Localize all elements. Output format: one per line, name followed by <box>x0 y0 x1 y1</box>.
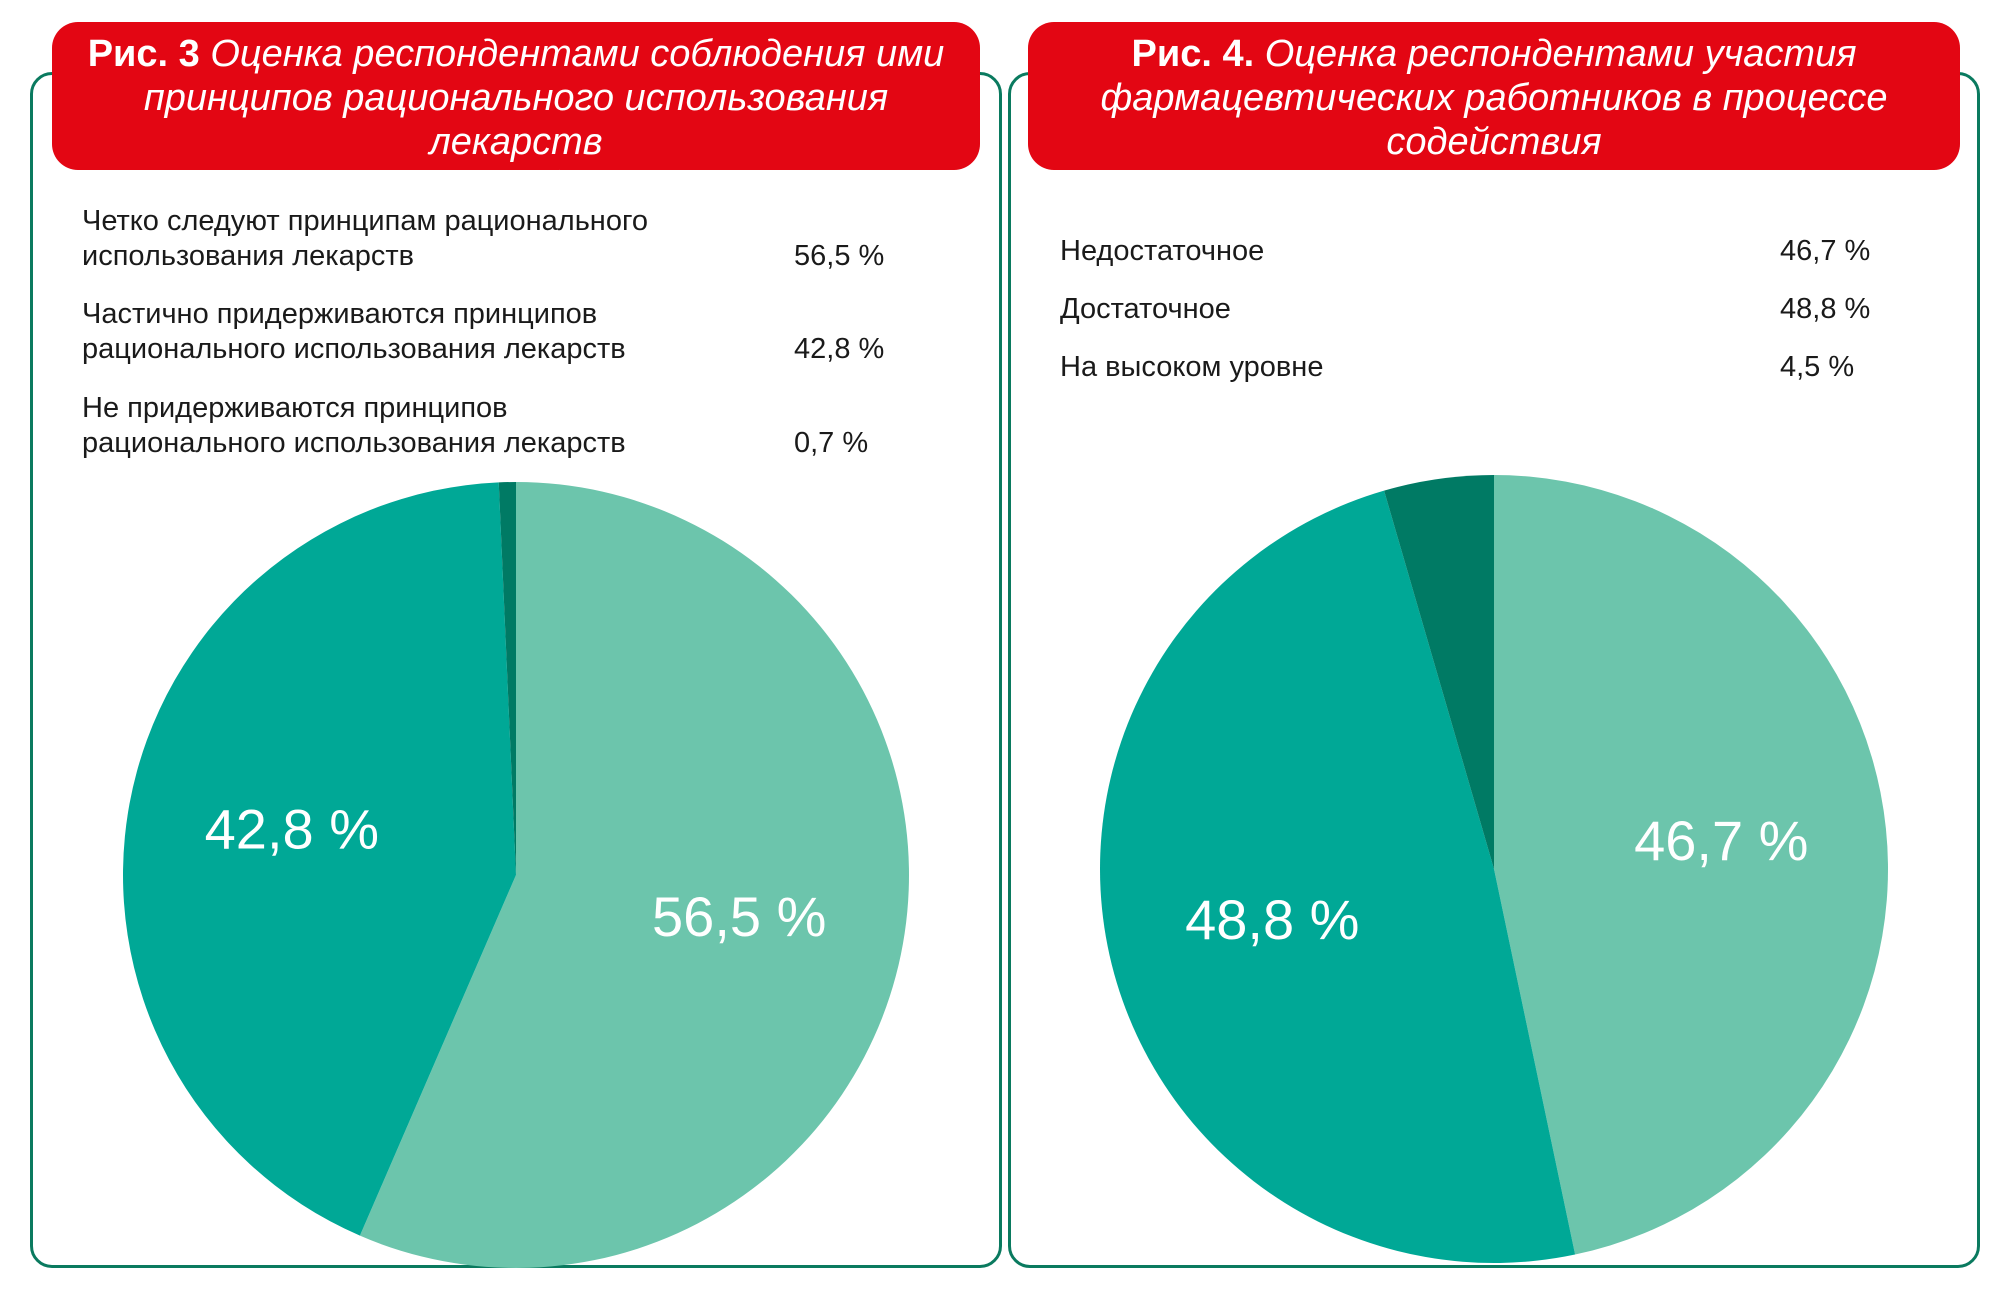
chart-title-line: в профессиональной деятельности <box>189 165 843 207</box>
pie-slice <box>122 482 516 1236</box>
legend-label-line: рационального использования лекарств <box>82 333 626 365</box>
pie-slice-label: 42,8 % <box>205 797 379 860</box>
pie-slice <box>1494 475 1889 1255</box>
chart-title-line: рациональному использованию лекарств <box>1122 165 1866 207</box>
legend-label-line: Достаточное <box>1060 293 1231 325</box>
legend-value: 42,8 % <box>794 333 885 365</box>
pie-slice <box>1384 475 1494 869</box>
legend-item: Недостаточное <box>1060 234 1264 269</box>
legend-item: Четко следуют принципам рационального ис… <box>82 204 648 274</box>
chart-title-badge-fig4: Рис. 4. Оценка респондентами участия фар… <box>1028 22 1960 207</box>
legend-label-line: рационального использования лекарств <box>82 427 626 459</box>
chart-title-line: принципов рационального использования ле… <box>143 77 889 163</box>
legend-label-line: На высоком уровне <box>1060 351 1324 383</box>
pie-slice <box>498 482 516 875</box>
chart-title-line: фармацевтических работников в процессе с… <box>1100 77 1888 163</box>
legend-label-line: использования лекарств <box>82 240 415 272</box>
legend-item: Достаточное <box>1060 292 1231 327</box>
pie-slice-label: 46,7 % <box>1634 809 1808 872</box>
chart-title-line: Оценка респондентами соблюдения ими <box>210 33 945 75</box>
legend-label-line: Четко следуют принципам рационального <box>82 205 649 237</box>
legend-value: 46,7 % <box>1780 235 1871 267</box>
pie-slice <box>359 482 909 1268</box>
chart-title-line: Оценка респондентами участия <box>1264 33 1857 75</box>
legend-label-line: Не придерживаются принципов <box>82 392 508 424</box>
legend-value: 4,5 % <box>1780 351 1855 383</box>
legend-item: На высоком уровне <box>1060 350 1323 385</box>
legend-label-line: Частично придерживаются принципов <box>82 298 598 330</box>
chart-title-badge-fig3: Рис. 3 Оценка респондентами соблюдения и… <box>52 22 980 207</box>
legend-value: 56,5 % <box>794 240 885 272</box>
figure-number: Рис. 3 <box>87 33 200 75</box>
legend-value: 0,7 % <box>794 427 869 459</box>
legend-item: Не придерживаются принципов рациональног… <box>82 391 626 461</box>
pie-slice <box>1099 490 1576 1264</box>
pie-slice-label: 56,5 % <box>652 885 826 948</box>
legend-value: 48,8 % <box>1780 293 1871 325</box>
figure-number: Рис. 4. <box>1131 33 1255 75</box>
legend-label-line: Недостаточное <box>1060 235 1265 267</box>
pie-slice-label: 48,8 % <box>1185 888 1359 951</box>
legend-item: Частично придерживаются принципов рацион… <box>82 297 626 367</box>
